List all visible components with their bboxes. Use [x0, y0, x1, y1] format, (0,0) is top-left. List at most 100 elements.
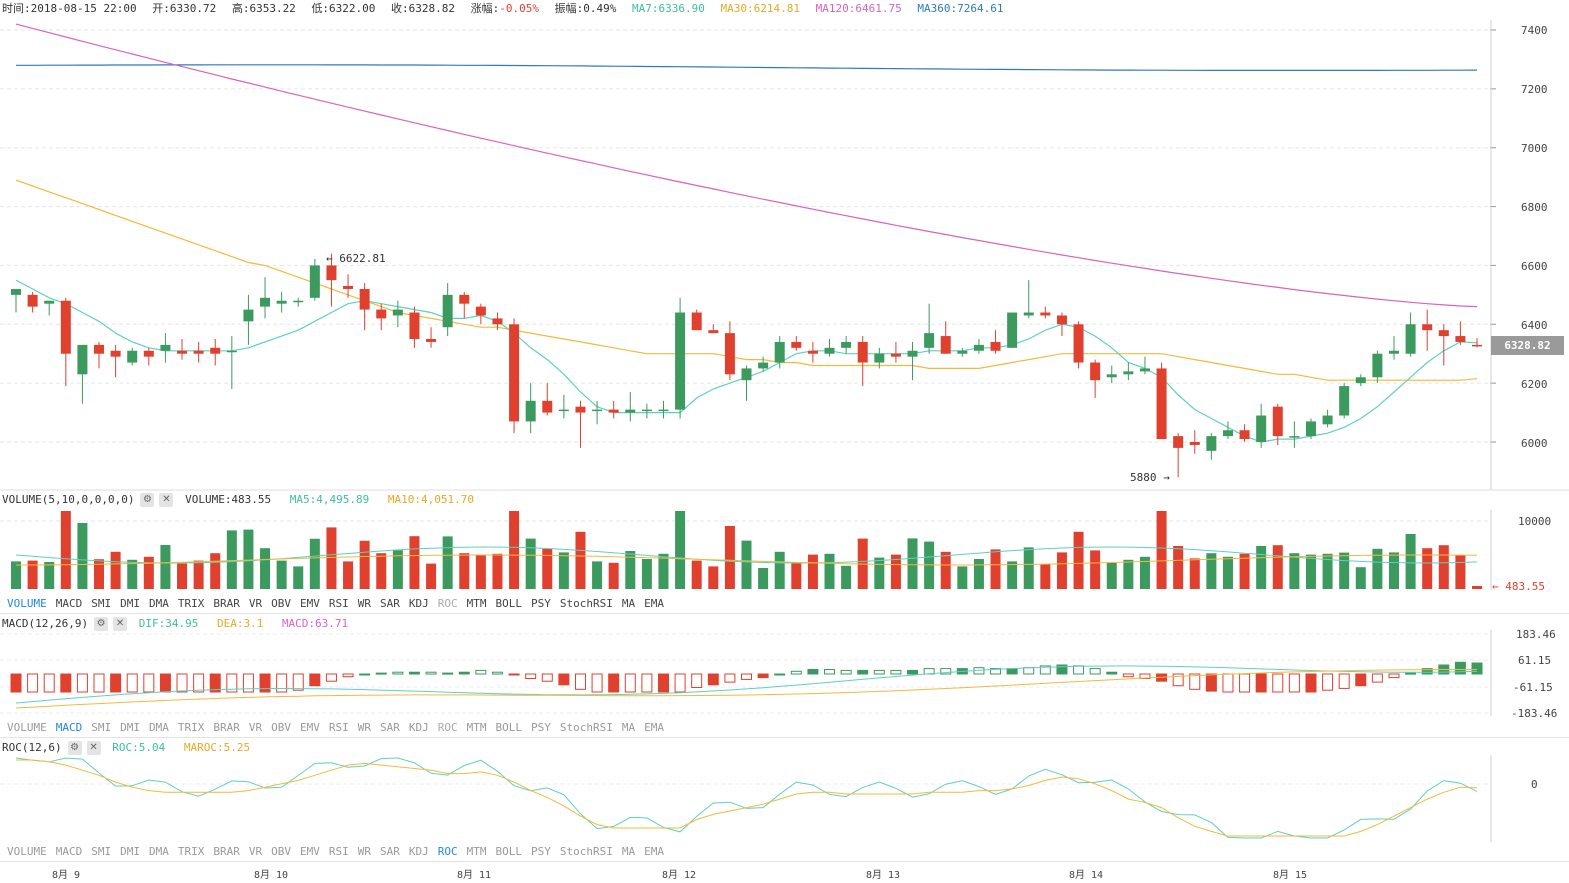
gear-icon[interactable]: ⚙ [67, 741, 82, 755]
tab-psy[interactable]: PSY [531, 597, 551, 610]
candle-body [907, 350, 918, 357]
macd-bar [359, 673, 371, 676]
tab-boll[interactable]: BOLL [495, 597, 523, 610]
gear-icon[interactable]: ⚙ [94, 617, 109, 631]
tab-macd[interactable]: MACD [55, 721, 83, 734]
tab-brar[interactable]: BRAR [213, 845, 240, 858]
tab-smi[interactable]: SMI [91, 597, 112, 610]
tab-ma[interactable]: MA [621, 597, 636, 610]
tab-sar[interactable]: SAR [380, 597, 400, 610]
tab-boll[interactable]: BOLL [495, 721, 523, 734]
tab-rsi[interactable]: RSI [328, 721, 349, 734]
tab-wr[interactable]: WR [357, 845, 371, 858]
tab-volume[interactable]: VOLUME [7, 845, 47, 858]
tab-rsi[interactable]: RSI [328, 845, 349, 858]
tab-dma[interactable]: DMA [149, 845, 169, 858]
tab-psy[interactable]: PSY [531, 845, 551, 858]
tab-sar[interactable]: SAR [380, 845, 400, 858]
tab-macd[interactable]: MACD [55, 597, 83, 610]
tab-dmi[interactable]: DMI [120, 845, 140, 858]
tab-ema[interactable]: EMA [644, 597, 664, 610]
tab-roc[interactable]: ROC [437, 845, 458, 858]
candle-body [824, 347, 835, 354]
tab-dmi[interactable]: DMI [120, 721, 140, 734]
volume-bar [1405, 534, 1416, 589]
tab-dmi[interactable]: DMI [120, 597, 140, 610]
tab-emv[interactable]: EMV [300, 597, 320, 610]
tab-obv[interactable]: OBV [271, 721, 291, 734]
tab-boll[interactable]: BOLL [495, 845, 523, 858]
tab-roc[interactable]: ROC [437, 597, 458, 610]
tab-vr[interactable]: VR [248, 845, 263, 858]
volume-bar [143, 556, 154, 589]
tab-kdj[interactable]: KDJ [408, 721, 429, 734]
tab-ema[interactable]: EMA [644, 721, 664, 734]
tab-smi[interactable]: SMI [91, 721, 112, 734]
tab-mtm[interactable]: MTM [466, 597, 487, 610]
tab-emv[interactable]: EMV [300, 721, 320, 734]
tab-stochrsi[interactable]: StochRSI [559, 721, 613, 734]
candle-body [592, 409, 603, 412]
tab-emv[interactable]: EMV [300, 845, 320, 858]
ma30-line [15, 179, 1478, 381]
tab-psy[interactable]: PSY [531, 721, 551, 734]
tab-stochrsi[interactable]: StochRSI [559, 845, 613, 858]
tab-obv[interactable]: OBV [271, 597, 291, 610]
tab-ema[interactable]: EMA [644, 845, 664, 858]
volume-bar [309, 538, 320, 589]
candle-body [1322, 415, 1333, 425]
gear-icon[interactable]: ⚙ [140, 493, 155, 507]
tab-smi[interactable]: SMI [91, 845, 112, 858]
tab-obv[interactable]: OBV [271, 845, 291, 858]
close-icon[interactable]: ✕ [159, 493, 174, 507]
macd-bar [608, 673, 620, 693]
volume-bar [1339, 552, 1350, 589]
tab-trix[interactable]: TRIX [177, 845, 205, 858]
close-icon[interactable]: ✕ [113, 617, 128, 631]
tab-brar[interactable]: BRAR [213, 721, 240, 734]
tab-sar[interactable]: SAR [380, 721, 400, 734]
indicator-tabs-roc: VOLUME MACD SMI DMI DMA TRIX BRAR VR OBV EMV RSI WR… [7, 845, 673, 859]
volume-bar [1222, 556, 1233, 589]
tab-mtm[interactable]: MTM [466, 845, 487, 858]
candle-body [1438, 330, 1449, 337]
tab-rsi[interactable]: RSI [328, 597, 349, 610]
tab-wr[interactable]: WR [357, 721, 371, 734]
tab-trix[interactable]: TRIX [177, 721, 205, 734]
macd-bar [591, 673, 603, 693]
tab-brar[interactable]: BRAR [213, 597, 240, 610]
tab-dma[interactable]: DMA [149, 721, 169, 734]
volume-bar [243, 529, 254, 589]
tab-stochrsi[interactable]: StochRSI [559, 597, 613, 610]
tab-macd[interactable]: MACD [55, 845, 83, 858]
maroc-line [16, 759, 1478, 837]
volume-header: VOLUME(5,10,0,0,0,0) ⚙ ✕ VOLUME:483.55 MA5… [2, 492, 486, 508]
tab-ma[interactable]: MA [621, 845, 636, 858]
tab-roc[interactable]: ROC [437, 721, 458, 734]
volume-bar [741, 540, 752, 589]
macd-bar [525, 673, 537, 679]
tab-vr[interactable]: VR [248, 721, 263, 734]
tab-mtm[interactable]: MTM [466, 721, 487, 734]
indicator-tabs-volume: VOLUME MACD SMI DMI DMA TRIX BRAR VR OBV EMV RSI WR… [7, 597, 673, 611]
tab-volume[interactable]: VOLUME [7, 597, 47, 610]
candle-body [724, 333, 735, 375]
candle-body [1405, 324, 1416, 354]
tab-kdj[interactable]: KDJ [408, 597, 429, 610]
tab-vr[interactable]: VR [248, 597, 263, 610]
candle-body [143, 350, 154, 357]
volume-bar [276, 560, 287, 589]
volume-bar [1090, 550, 1101, 589]
tab-wr[interactable]: WR [357, 597, 371, 610]
candle-body [1339, 386, 1350, 416]
close-icon[interactable]: ✕ [86, 741, 101, 755]
tab-dma[interactable]: DMA [149, 597, 169, 610]
tab-ma[interactable]: MA [621, 721, 636, 734]
tab-kdj[interactable]: KDJ [408, 845, 429, 858]
tab-volume[interactable]: VOLUME [7, 721, 47, 734]
volume-bar [177, 563, 188, 589]
tab-trix[interactable]: TRIX [177, 597, 205, 610]
macd-value: MACD:63.71 [281, 617, 349, 630]
info-close: 收:6328.82 [391, 2, 456, 15]
